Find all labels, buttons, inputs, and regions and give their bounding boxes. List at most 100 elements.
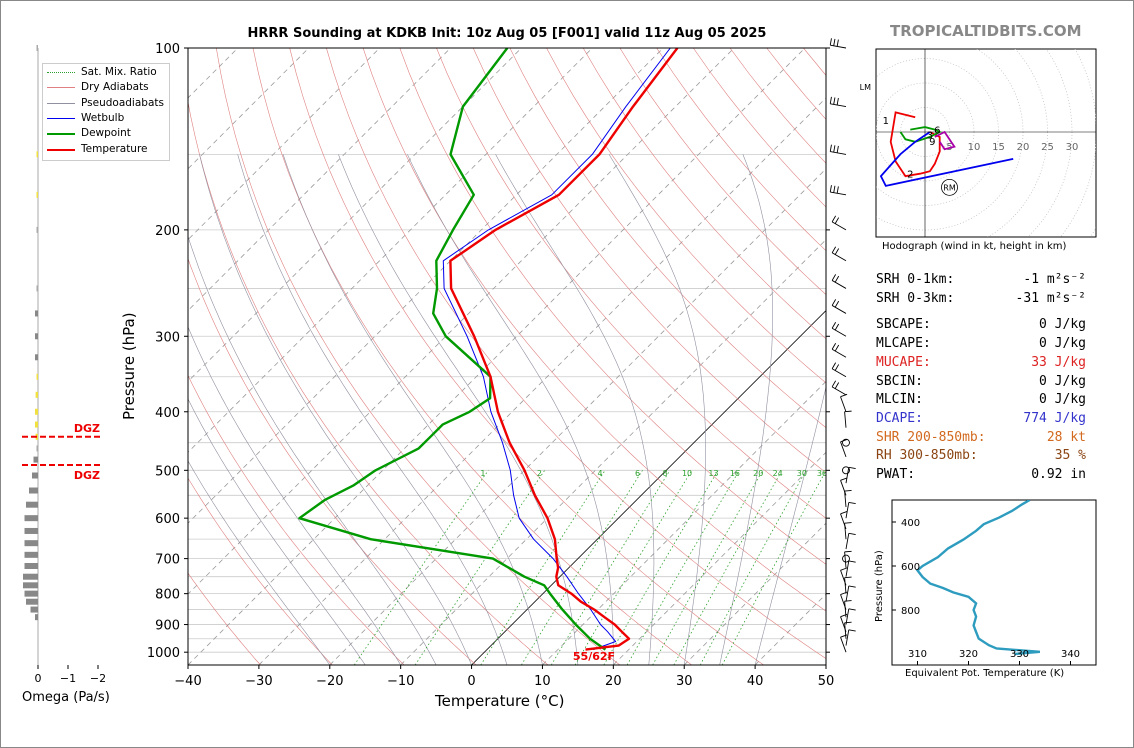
- wind-barb-staff: [830, 44, 847, 49]
- parameter-name: SBCIN:: [876, 373, 923, 389]
- parameter-row: SBCAPE: 0 J/kg: [876, 317, 1090, 335]
- wind-barb-staff: [845, 560, 850, 577]
- wind-barb-flag: [831, 362, 837, 369]
- dry-adiabat: [362, 48, 826, 612]
- wind-barb-staff: [840, 441, 847, 458]
- parameter-row: SRH 0-3km: -31 m²s⁻²: [876, 291, 1090, 309]
- dgz-label-top: DGZ: [74, 422, 100, 435]
- isotherm-line: [471, 309, 826, 665]
- wind-barb-staff: [830, 151, 847, 155]
- pressure-tick-label: 900: [155, 619, 180, 634]
- mixing-ratio-label: 13: [708, 469, 718, 478]
- pressure-tick-label: 300: [155, 330, 180, 345]
- wind-barb-flag: [831, 274, 837, 281]
- hodograph-ring-label: 10: [968, 142, 981, 153]
- wind-barb-staff: [830, 103, 847, 107]
- wind-barb-staff: [845, 467, 850, 484]
- mixing-ratio-label: 30: [797, 469, 807, 478]
- pseudoadiabat: [188, 235, 437, 665]
- ept-frame: [891, 499, 1097, 666]
- wind-barb-staff: [845, 533, 850, 550]
- temperature-tick-label: −30: [245, 674, 272, 689]
- wind-barb-flag: [833, 145, 836, 153]
- ept-x-tick-label: 330: [1010, 649, 1029, 660]
- dgz-label-bottom: DGZ: [74, 469, 100, 482]
- dry-adiabat: [582, 48, 826, 340]
- wind-barb-staff: [845, 502, 850, 519]
- hodograph-ring-label: 25: [1041, 142, 1054, 153]
- dry-adiabat: [472, 48, 826, 474]
- calm-wind-circle: [842, 438, 850, 447]
- wind-barb-staff: [840, 637, 847, 653]
- wind-barb-staff: [844, 577, 847, 594]
- pressure-tick-label: 700: [155, 553, 180, 568]
- parameter-value: 774 J/kg: [1023, 410, 1086, 426]
- omega-axis-label: Omega (Pa/s): [22, 690, 110, 705]
- parameter-name: MLCAPE:: [876, 336, 931, 352]
- wind-barb-staff: [845, 585, 850, 602]
- temperature-tick-label: −40: [174, 674, 201, 689]
- wind-barb-flag: [836, 39, 839, 47]
- parameter-row: MLCAPE: 0 J/kg: [876, 336, 1090, 354]
- omega-bar: [36, 191, 38, 198]
- temperature-tick-label: −20: [316, 674, 343, 689]
- omega-bar: [26, 501, 38, 508]
- wind-barb-flag: [834, 382, 840, 389]
- wind-barb-flag: [844, 489, 852, 492]
- legend-label: Pseudoadiabats: [81, 97, 164, 109]
- wind-barb-flag: [831, 246, 837, 254]
- hodograph-trace: [879, 131, 1014, 187]
- legend-swatch: [47, 103, 75, 104]
- omega-bar: [35, 333, 38, 340]
- dry-adiabat: [216, 48, 621, 665]
- wind-barb-staff: [831, 386, 847, 396]
- mixing-ratio-line: [626, 470, 740, 665]
- hodograph-trace: [899, 126, 942, 143]
- ept-x-tick-label: 310: [908, 649, 927, 660]
- site-watermark[interactable]: TROPICALTIDBITS.COM: [890, 22, 1082, 40]
- skewt-background-lines: 1 2 4 6 8 10 13 16 20 24 30 36: [188, 48, 826, 665]
- wind-barb-flag: [840, 567, 848, 571]
- theta-e-profile: [915, 500, 1041, 656]
- dry-adiabat: [326, 48, 826, 659]
- pseudoadiabat: [407, 154, 614, 665]
- mixing-ratio-label: 1: [480, 469, 485, 478]
- wind-barb-flag: [844, 410, 852, 413]
- wind-barb-flag: [831, 299, 837, 306]
- mixing-ratio-label: 16: [730, 469, 740, 478]
- omega-bar: [24, 562, 38, 569]
- wind-barb-staff: [830, 191, 847, 196]
- parameter-name: SBCAPE:: [876, 317, 931, 333]
- wind-barb-flag: [836, 186, 839, 194]
- omega-bar: [24, 515, 38, 522]
- legend-swatch: [47, 118, 75, 119]
- pseudoadiabat: [199, 154, 472, 665]
- wind-barb-flag: [829, 96, 832, 104]
- wind-barb-flag: [834, 217, 840, 224]
- wind-barb-flag: [833, 38, 836, 46]
- dry-adiabat: [399, 48, 826, 565]
- ept-panel: 310 320 330 340 400 600 800: [891, 499, 1097, 666]
- wind-barb-flag: [840, 511, 848, 515]
- isotherm-line: [613, 451, 826, 665]
- omega-bar: [30, 606, 38, 613]
- pressure-tick-label: 400: [155, 406, 180, 421]
- parameter-value: 33 J/kg: [1031, 354, 1086, 370]
- omega-bar: [35, 614, 38, 621]
- parameter-row: MUCAPE: 33 J/kg: [876, 355, 1090, 373]
- wind-barb-flag: [829, 144, 832, 152]
- ept-y-tick-label: 800: [901, 606, 920, 617]
- mixing-ratio-line: [574, 470, 693, 665]
- parameter-row: SRH 0-1km: -1 m²s⁻²: [876, 272, 1090, 290]
- mixing-ratio-label: 24: [773, 469, 783, 478]
- mixing-ratio-label: 6: [635, 469, 640, 478]
- wind-barb-flag: [848, 560, 856, 563]
- temperature-tick-label: 40: [747, 674, 764, 689]
- pressure-tick-label: 200: [155, 224, 180, 239]
- hodograph-height-label: 1: [883, 116, 889, 127]
- legend-label: Dry Adiabats: [81, 81, 149, 93]
- wind-barb-flag: [840, 613, 848, 618]
- parameter-name: MUCAPE:: [876, 354, 931, 370]
- mixing-ratio-label: 4: [598, 469, 603, 478]
